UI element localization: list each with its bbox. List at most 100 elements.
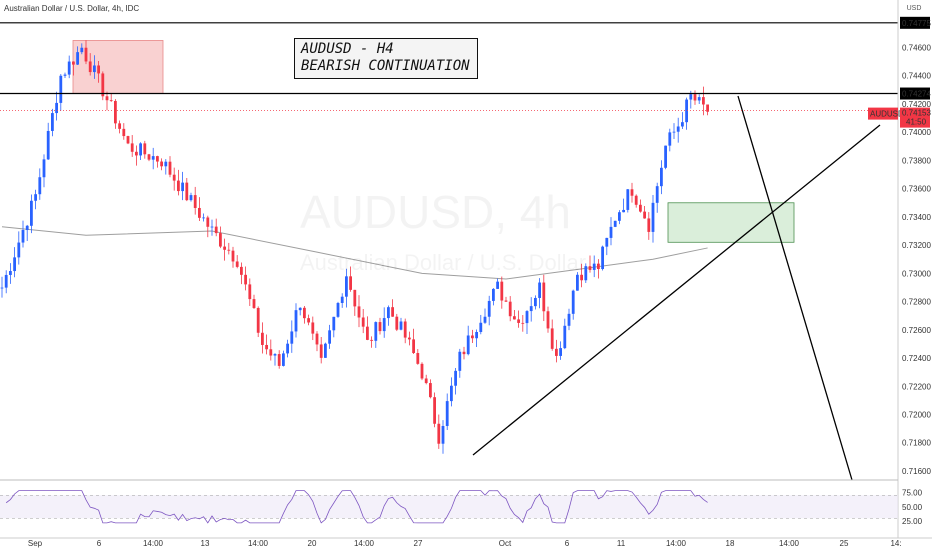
candle-body[interactable] xyxy=(630,189,634,196)
annotation-box[interactable]: AUDUSD - H4 BEARISH CONTINUATION xyxy=(294,38,478,79)
candle-body[interactable] xyxy=(164,161,168,167)
candle-body[interactable] xyxy=(336,303,340,317)
candle-body[interactable] xyxy=(172,174,176,181)
candle-body[interactable] xyxy=(403,321,407,338)
candle-body[interactable] xyxy=(328,330,331,344)
candle-body[interactable] xyxy=(223,246,226,250)
candle-body[interactable] xyxy=(30,200,33,226)
candle-body[interactable] xyxy=(244,274,247,285)
candle-body[interactable] xyxy=(307,318,310,323)
candle-body[interactable] xyxy=(702,97,705,105)
candle-body[interactable] xyxy=(353,289,357,307)
candle-body[interactable] xyxy=(559,348,562,356)
candle-body[interactable] xyxy=(122,128,126,137)
candle-body[interactable] xyxy=(517,319,520,323)
candle-body[interactable] xyxy=(525,311,529,324)
candle-body[interactable] xyxy=(496,281,499,289)
candle-body[interactable] xyxy=(462,351,466,355)
candle-body[interactable] xyxy=(664,145,667,168)
candle-body[interactable] xyxy=(492,288,495,301)
candle-body[interactable] xyxy=(9,271,12,275)
candle-body[interactable] xyxy=(546,311,550,329)
candle-body[interactable] xyxy=(542,282,546,312)
candle-body[interactable] xyxy=(357,306,361,318)
candle-body[interactable] xyxy=(366,326,369,340)
candle-body[interactable] xyxy=(433,397,436,424)
candle-body[interactable] xyxy=(160,161,163,167)
candle-body[interactable] xyxy=(59,75,63,103)
candle-body[interactable] xyxy=(349,276,352,290)
demand-zone[interactable] xyxy=(667,202,795,243)
candle-body[interactable] xyxy=(0,287,4,289)
candle-body[interactable] xyxy=(261,332,264,345)
candle-body[interactable] xyxy=(55,102,58,114)
candle-body[interactable] xyxy=(458,351,462,371)
candle-body[interactable] xyxy=(231,250,235,262)
candle-body[interactable] xyxy=(576,274,579,291)
candle-body[interactable] xyxy=(605,237,609,247)
candle-body[interactable] xyxy=(391,307,394,317)
candle-body[interactable] xyxy=(151,156,155,160)
candle-body[interactable] xyxy=(340,296,344,304)
candle-body[interactable] xyxy=(643,211,646,219)
candle-body[interactable] xyxy=(668,132,672,146)
candle-body[interactable] xyxy=(214,226,218,234)
candle-body[interactable] xyxy=(450,385,453,402)
candle-body[interactable] xyxy=(672,131,676,133)
candle-body[interactable] xyxy=(382,318,386,332)
candle-body[interactable] xyxy=(51,113,54,131)
candle-body[interactable] xyxy=(38,177,42,195)
candle-body[interactable] xyxy=(4,274,8,288)
candle-body[interactable] xyxy=(282,353,285,366)
candle-body[interactable] xyxy=(210,226,214,228)
candle-body[interactable] xyxy=(609,226,613,238)
candle-body[interactable] xyxy=(395,316,399,330)
candle-body[interactable] xyxy=(105,96,109,101)
candle-body[interactable] xyxy=(219,233,222,247)
candle-body[interactable] xyxy=(118,123,121,129)
candle-body[interactable] xyxy=(508,301,512,317)
candle-body[interactable] xyxy=(676,126,680,132)
candle-body[interactable] xyxy=(147,154,151,160)
candle-body[interactable] xyxy=(618,212,621,221)
candle-body[interactable] xyxy=(97,65,100,74)
candle-body[interactable] xyxy=(639,204,642,212)
candle-body[interactable] xyxy=(345,276,348,297)
candle-body[interactable] xyxy=(156,156,159,162)
candle-body[interactable] xyxy=(634,195,638,205)
candle-body[interactable] xyxy=(252,299,256,308)
candle-body[interactable] xyxy=(534,297,537,307)
candle-body[interactable] xyxy=(597,263,600,270)
ascending-trendline[interactable] xyxy=(472,124,881,456)
candle-body[interactable] xyxy=(471,335,474,339)
candle-body[interactable] xyxy=(303,307,306,319)
candle-body[interactable] xyxy=(256,307,260,333)
candle-body[interactable] xyxy=(114,100,117,124)
candle-body[interactable] xyxy=(626,189,630,210)
candle-body[interactable] xyxy=(84,47,88,62)
candle-body[interactable] xyxy=(273,354,277,356)
candle-body[interactable] xyxy=(72,61,75,65)
candle-body[interactable] xyxy=(622,209,625,213)
candle-body[interactable] xyxy=(93,65,96,73)
candle-body[interactable] xyxy=(441,425,445,444)
candle-body[interactable] xyxy=(277,354,281,366)
candle-body[interactable] xyxy=(80,47,84,53)
candle-body[interactable] xyxy=(479,322,483,332)
candle-body[interactable] xyxy=(529,306,533,312)
candle-body[interactable] xyxy=(660,167,663,187)
candle-body[interactable] xyxy=(613,220,617,227)
candle-body[interactable] xyxy=(475,331,478,339)
candle-body[interactable] xyxy=(17,242,21,258)
candle-body[interactable] xyxy=(63,74,67,76)
candle-body[interactable] xyxy=(408,337,411,340)
candle-body[interactable] xyxy=(143,143,147,155)
candle-body[interactable] xyxy=(655,186,659,203)
candle-body[interactable] xyxy=(685,99,688,123)
candle-body[interactable] xyxy=(206,217,210,227)
candle-body[interactable] xyxy=(706,104,709,112)
candle-body[interactable] xyxy=(697,97,701,101)
candle-body[interactable] xyxy=(101,73,105,97)
candle-body[interactable] xyxy=(248,284,252,300)
candle-body[interactable] xyxy=(109,100,113,102)
